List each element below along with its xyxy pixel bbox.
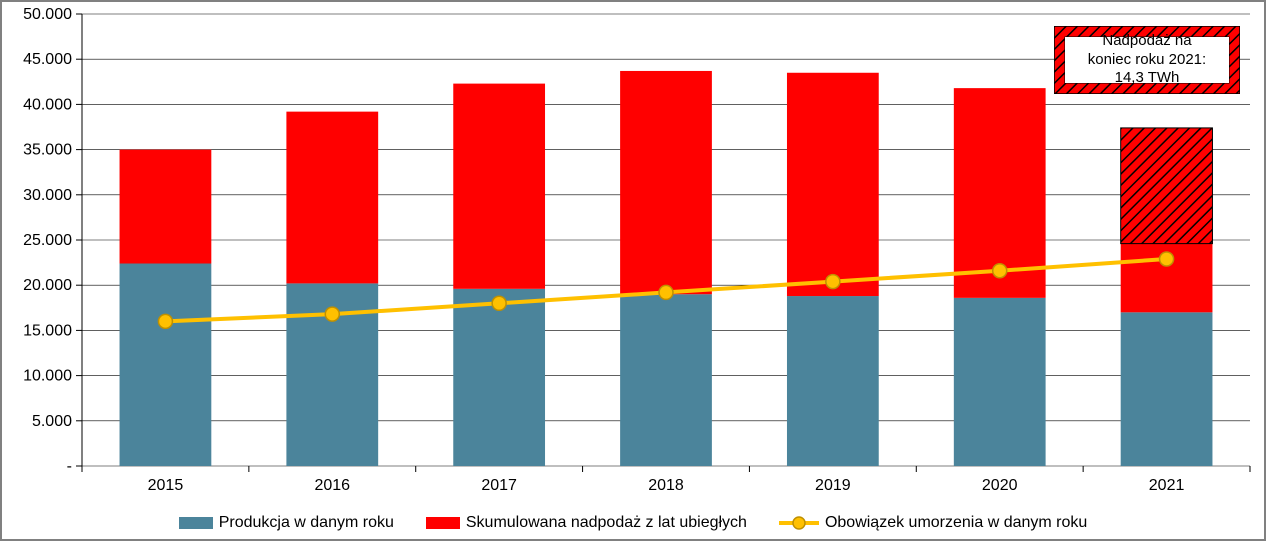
y-tick-label: 5.000 bbox=[32, 413, 72, 430]
x-tick-label: 2018 bbox=[648, 477, 684, 494]
marker-obowiazek bbox=[826, 275, 840, 289]
bar-produkcja bbox=[453, 289, 545, 466]
bar-produkcja bbox=[954, 298, 1046, 466]
legend: Produkcja w danym roku Skumulowana nadpod… bbox=[2, 512, 1264, 532]
y-tick-label: 25.000 bbox=[23, 232, 72, 249]
marker-obowiazek bbox=[325, 307, 339, 321]
legend-label: Obowiązek umorzenia w danym roku bbox=[825, 514, 1087, 532]
legend-swatch bbox=[426, 517, 460, 529]
y-tick-label: 40.000 bbox=[23, 96, 72, 113]
y-tick-label: 20.000 bbox=[23, 277, 72, 294]
y-tick-label: 10.000 bbox=[23, 368, 72, 385]
bar-nadpodaz bbox=[120, 150, 212, 264]
bar-nadpodaz bbox=[286, 112, 378, 284]
legend-label: Skumulowana nadpodaż z lat ubiegłych bbox=[466, 514, 747, 532]
x-tick-label: 2016 bbox=[314, 477, 350, 494]
legend-item: Produkcja w danym roku bbox=[179, 514, 394, 532]
bar-produkcja bbox=[120, 264, 212, 466]
legend-label: Produkcja w danym roku bbox=[219, 514, 394, 532]
y-tick-label: 45.000 bbox=[23, 51, 72, 68]
bar-produkcja bbox=[620, 294, 712, 466]
legend-swatch bbox=[179, 517, 213, 529]
y-tick-label: 15.000 bbox=[23, 322, 72, 339]
legend-item: Obowiązek umorzenia w danym roku bbox=[779, 514, 1087, 532]
x-tick-label: 2015 bbox=[148, 477, 184, 494]
bar-nadpodaz bbox=[620, 71, 712, 294]
marker-obowiazek bbox=[158, 314, 172, 328]
bar-nadpodaz bbox=[453, 84, 545, 289]
y-tick-label: 30.000 bbox=[23, 187, 72, 204]
y-tick-label: 35.000 bbox=[23, 142, 72, 159]
x-tick-label: 2020 bbox=[982, 477, 1018, 494]
x-tick-label: 2017 bbox=[481, 477, 517, 494]
bar-produkcja bbox=[787, 296, 879, 466]
callout-text-line: Nadpodaż na bbox=[1075, 32, 1219, 51]
y-tick-label: - bbox=[67, 458, 72, 475]
chart-container: - 5.000 10.000 15.000 20.000 25.000 30.000 35.0… bbox=[0, 0, 1266, 541]
marker-obowiazek bbox=[993, 264, 1007, 278]
marker-obowiazek bbox=[1160, 252, 1174, 266]
callout-text-line: koniec roku 2021: bbox=[1075, 51, 1219, 70]
legend-line-icon bbox=[779, 515, 819, 531]
callout-box: Nadpodaż nakoniec roku 2021: 14,3 TWh bbox=[1065, 37, 1229, 83]
legend-item: Skumulowana nadpodaż z lat ubiegłych bbox=[426, 514, 747, 532]
x-tick-label: 2019 bbox=[815, 477, 851, 494]
marker-obowiazek bbox=[659, 285, 673, 299]
callout-text-line: 14,3 TWh bbox=[1075, 69, 1219, 88]
bar-produkcja bbox=[1121, 312, 1213, 466]
marker-obowiazek bbox=[492, 296, 506, 310]
y-tick-label: 50.000 bbox=[23, 6, 72, 23]
x-tick-label: 2021 bbox=[1149, 477, 1185, 494]
bar-nadpodaz bbox=[787, 73, 879, 296]
bar-nadpodaz-2021-hatched bbox=[1121, 128, 1213, 244]
